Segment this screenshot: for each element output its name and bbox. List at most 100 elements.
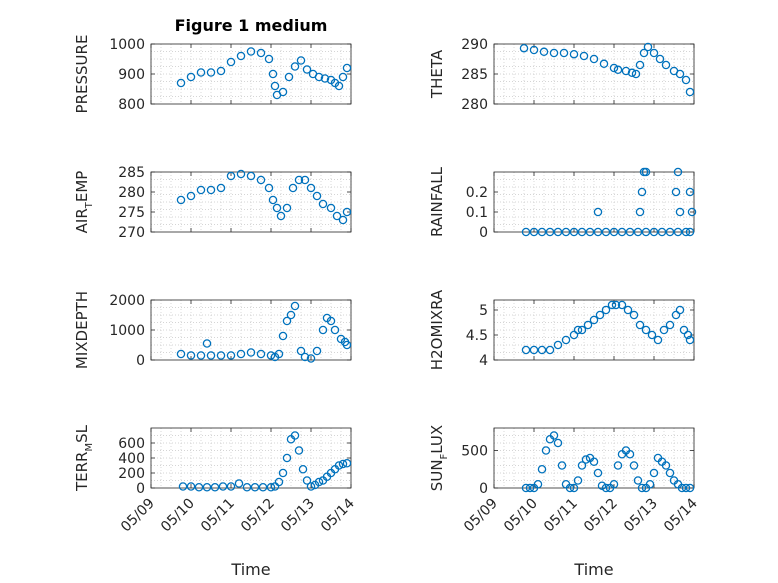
x-axis-label-right: Time — [573, 560, 613, 579]
data-point — [318, 199, 328, 209]
data-point — [647, 330, 657, 340]
data-point — [549, 48, 559, 58]
data-point — [545, 227, 555, 237]
data-point — [661, 60, 671, 70]
data-point — [569, 49, 579, 59]
data-point — [236, 51, 246, 61]
data-point — [665, 227, 675, 237]
data-point — [609, 227, 619, 237]
data-point — [673, 227, 683, 237]
data-point — [553, 227, 563, 237]
data-point — [601, 305, 611, 315]
data-point — [537, 227, 547, 237]
data-point — [246, 171, 256, 181]
data-point — [559, 48, 569, 58]
data-point — [342, 458, 352, 468]
data-point — [645, 479, 655, 489]
data-point — [573, 325, 583, 335]
data-point — [196, 351, 206, 360]
data-point — [272, 203, 282, 213]
data-point — [312, 346, 322, 356]
data-point — [298, 464, 308, 474]
data-point — [685, 227, 695, 237]
y-axis-label: RAINFALL — [428, 166, 446, 237]
data-point — [629, 310, 639, 320]
data-point — [553, 438, 563, 448]
data-point — [256, 48, 266, 58]
data-point — [541, 446, 551, 455]
data-point — [288, 183, 298, 193]
data-point — [236, 349, 246, 359]
data-point — [561, 227, 571, 237]
data-point — [186, 72, 196, 82]
y-tick-label: 285 — [461, 67, 488, 83]
data-point — [302, 65, 312, 74]
data-point — [242, 482, 252, 492]
data-point — [681, 75, 691, 85]
data-point — [300, 175, 310, 185]
data-point — [296, 56, 306, 65]
data-point — [176, 195, 186, 205]
data-point — [178, 482, 188, 491]
data-point — [282, 453, 292, 463]
data-point — [290, 62, 300, 71]
y-axis-label: SUNFLUX — [428, 425, 450, 491]
data-point — [643, 42, 653, 52]
data-point — [589, 54, 599, 64]
data-point — [300, 352, 310, 362]
y-axis-label: PRESSURE — [73, 35, 91, 114]
data-point — [637, 483, 647, 493]
data-point — [326, 316, 336, 326]
data-point — [537, 464, 547, 474]
x-axis-label-left: Time — [230, 560, 270, 579]
data-point — [312, 191, 322, 201]
data-point — [599, 59, 609, 69]
data-point — [545, 345, 555, 355]
data-point — [521, 483, 531, 493]
data-point — [338, 72, 348, 82]
data-point — [338, 459, 348, 469]
data-point — [637, 187, 647, 197]
data-point — [577, 325, 587, 335]
data-point — [629, 461, 639, 470]
data-point — [318, 325, 328, 335]
data-point — [623, 305, 633, 315]
figure-title: Figure 1 medium — [175, 16, 328, 35]
data-point — [579, 51, 589, 61]
y-tick-label: 1000 — [109, 37, 145, 53]
data-point — [330, 325, 340, 335]
y-tick-label: 4 — [479, 353, 488, 369]
data-point — [557, 461, 567, 470]
data-point — [186, 191, 196, 201]
data-point — [525, 483, 535, 493]
x-tick-label: 05/10 — [158, 496, 198, 536]
x-tick-label: 05/12 — [581, 496, 621, 536]
data-point — [675, 305, 685, 315]
x-tick-label: 05/13 — [278, 496, 318, 536]
data-point — [671, 187, 681, 197]
data-point — [625, 449, 635, 459]
data-point — [519, 43, 529, 53]
data-point — [282, 203, 292, 213]
data-point — [649, 468, 659, 478]
data-point — [609, 479, 619, 489]
y-axis-label: AIRTEMP — [73, 171, 95, 234]
data-point — [326, 203, 336, 213]
data-point — [685, 187, 695, 197]
y-axis-label: TERRMSL — [73, 424, 95, 492]
data-point — [256, 175, 266, 185]
data-point — [657, 227, 667, 237]
data-point — [589, 315, 599, 325]
data-point — [338, 215, 348, 225]
data-point — [294, 175, 304, 185]
y-tick-label: 900 — [118, 67, 145, 83]
data-point — [334, 81, 344, 91]
y-tick-label: 400 — [118, 451, 145, 467]
data-point — [196, 68, 206, 77]
data-point — [635, 207, 645, 217]
data-point — [196, 185, 206, 195]
y-tick-label: 5 — [479, 303, 488, 319]
data-point — [296, 346, 306, 356]
data-point — [206, 185, 216, 195]
data-point — [256, 349, 266, 359]
